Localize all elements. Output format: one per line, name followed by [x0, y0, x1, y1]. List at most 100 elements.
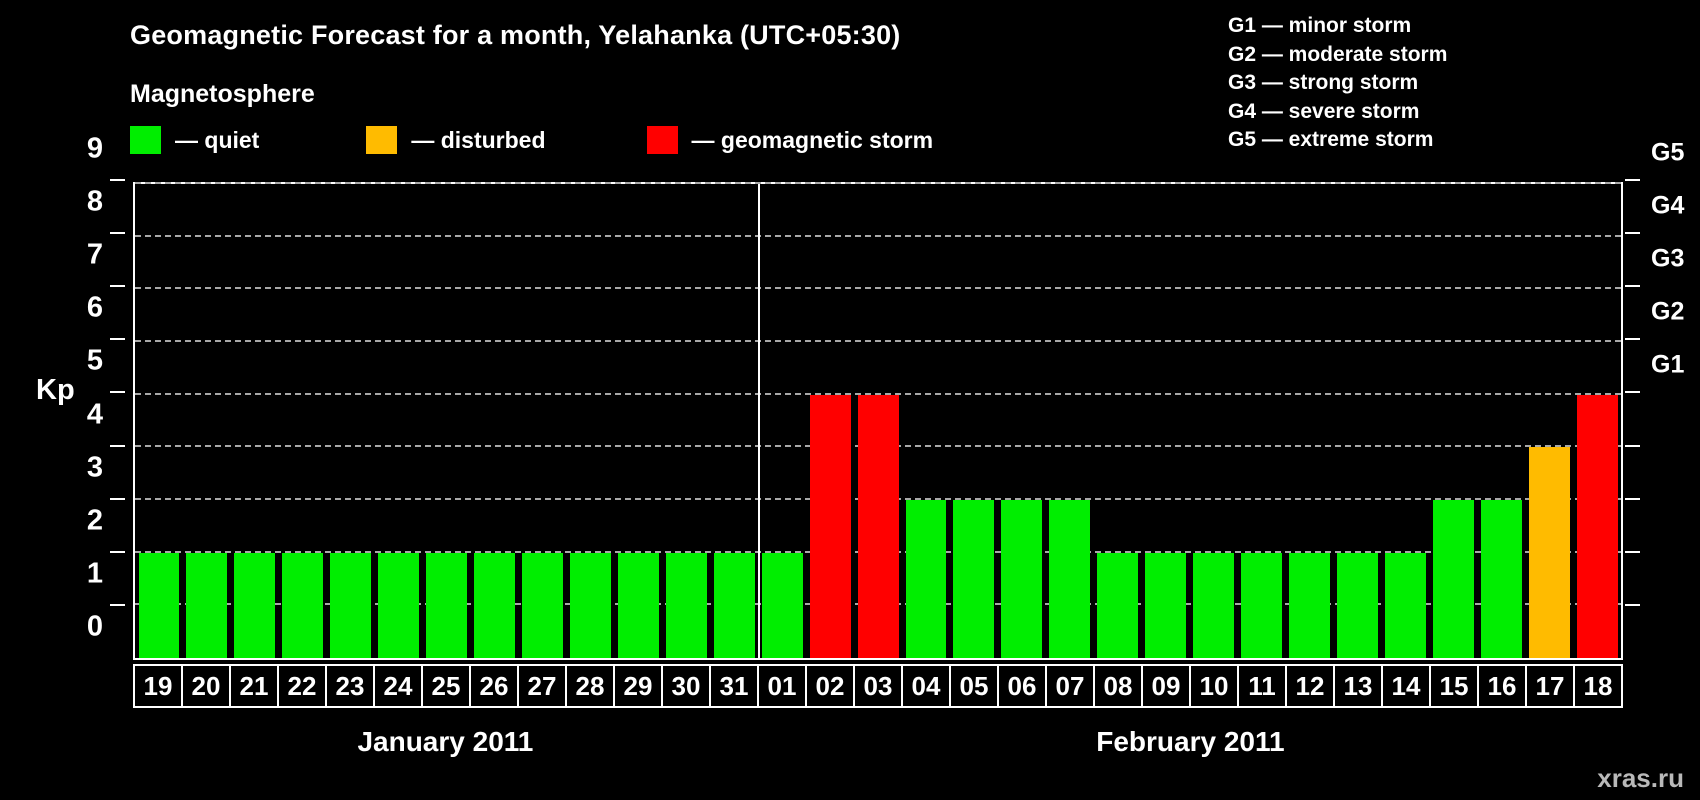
bar-08[interactable]	[1097, 552, 1139, 658]
day-label-23[interactable]: 23	[325, 664, 375, 708]
bar-cell-january-26[interactable]	[471, 184, 519, 658]
day-label-25[interactable]: 25	[421, 664, 471, 708]
bar-09[interactable]	[1145, 552, 1187, 658]
day-label-30[interactable]: 30	[661, 664, 711, 708]
bar-cell-february-17[interactable]	[1525, 184, 1573, 658]
bar-16[interactable]	[1480, 500, 1522, 658]
day-label-28[interactable]: 28	[565, 664, 615, 708]
bar-cell-february-07[interactable]	[1046, 184, 1094, 658]
day-label-14[interactable]: 14	[1381, 664, 1431, 708]
bar-14[interactable]	[1384, 552, 1426, 658]
day-label-02[interactable]: 02	[805, 664, 855, 708]
day-label-12[interactable]: 12	[1285, 664, 1335, 708]
bar-cell-february-03[interactable]	[854, 184, 902, 658]
day-label-09[interactable]: 09	[1141, 664, 1191, 708]
day-label-13[interactable]: 13	[1333, 664, 1383, 708]
bar-02[interactable]	[809, 394, 851, 658]
day-label-07[interactable]: 07	[1045, 664, 1095, 708]
day-label-31[interactable]: 31	[709, 664, 759, 708]
month-divider-line	[758, 184, 761, 658]
day-label-10[interactable]: 10	[1189, 664, 1239, 708]
bar-21[interactable]	[234, 552, 276, 658]
y-tick-mark-3	[110, 497, 125, 500]
day-label-05[interactable]: 05	[949, 664, 999, 708]
bar-28[interactable]	[569, 552, 611, 658]
watermark: xras.ru	[1597, 763, 1684, 793]
bar-30[interactable]	[665, 552, 707, 658]
bar-07[interactable]	[1049, 500, 1091, 658]
bar-19[interactable]	[138, 552, 180, 658]
bar-cell-february-15[interactable]	[1429, 184, 1477, 658]
bar-20[interactable]	[186, 552, 228, 658]
bar-cell-january-24[interactable]	[375, 184, 423, 658]
y-tick-mark-8	[110, 232, 125, 235]
bar-cell-february-04[interactable]	[902, 184, 950, 658]
bar-cell-january-25[interactable]	[423, 184, 471, 658]
bar-cell-january-30[interactable]	[662, 184, 710, 658]
bar-cell-january-31[interactable]	[710, 184, 758, 658]
bar-cell-february-05[interactable]	[950, 184, 998, 658]
bar-22[interactable]	[282, 552, 324, 658]
bar-cell-february-02[interactable]	[806, 184, 854, 658]
bar-17[interactable]	[1528, 447, 1570, 658]
bar-cell-february-06[interactable]	[998, 184, 1046, 658]
day-label-24[interactable]: 24	[373, 664, 423, 708]
bar-cell-february-10[interactable]	[1190, 184, 1238, 658]
bar-26[interactable]	[474, 552, 515, 658]
day-label-06[interactable]: 06	[997, 664, 1047, 708]
bar-cell-february-09[interactable]	[1142, 184, 1190, 658]
day-label-18[interactable]: 18	[1573, 664, 1623, 708]
bar-cell-february-14[interactable]	[1381, 184, 1429, 658]
bar-cell-january-28[interactable]	[566, 184, 614, 658]
day-label-16[interactable]: 16	[1477, 664, 1527, 708]
y-tick-label-5: 5	[86, 344, 103, 377]
bar-06[interactable]	[1001, 500, 1043, 658]
day-label-26[interactable]: 26	[469, 664, 519, 708]
day-label-01[interactable]: 01	[757, 664, 807, 708]
bar-13[interactable]	[1336, 552, 1378, 658]
bar-cell-january-20[interactable]	[183, 184, 231, 658]
bar-03[interactable]	[857, 394, 899, 658]
day-label-08[interactable]: 08	[1093, 664, 1143, 708]
bar-cell-february-11[interactable]	[1238, 184, 1286, 658]
bar-cell-january-29[interactable]	[614, 184, 662, 658]
gridline-kp-9	[135, 182, 1621, 184]
day-label-11[interactable]: 11	[1237, 664, 1287, 708]
bar-cell-february-16[interactable]	[1477, 184, 1525, 658]
bar-04[interactable]	[905, 500, 947, 658]
bar-05[interactable]	[953, 500, 995, 658]
day-label-15[interactable]: 15	[1429, 664, 1479, 708]
day-label-03[interactable]: 03	[853, 664, 903, 708]
bar-24[interactable]	[378, 552, 420, 658]
bar-29[interactable]	[617, 552, 659, 658]
g-axis-tick-1	[1625, 603, 1640, 606]
bar-cell-february-08[interactable]	[1094, 184, 1142, 658]
day-label-29[interactable]: 29	[613, 664, 663, 708]
bar-cell-february-12[interactable]	[1286, 184, 1334, 658]
bar-cell-february-13[interactable]	[1333, 184, 1381, 658]
bar-12[interactable]	[1289, 552, 1330, 658]
bar-10[interactable]	[1193, 552, 1235, 658]
bar-cell-february-18[interactable]	[1573, 184, 1621, 658]
bar-18[interactable]	[1576, 394, 1618, 658]
bar-15[interactable]	[1432, 500, 1474, 658]
bar-cell-february-01[interactable]	[758, 184, 806, 658]
bar-cell-january-22[interactable]	[279, 184, 327, 658]
bar-cell-january-21[interactable]	[231, 184, 279, 658]
day-label-21[interactable]: 21	[229, 664, 279, 708]
bar-31[interactable]	[713, 552, 755, 658]
day-label-27[interactable]: 27	[517, 664, 567, 708]
bar-01[interactable]	[761, 552, 803, 658]
bar-25[interactable]	[426, 552, 468, 658]
bar-cell-january-27[interactable]	[519, 184, 567, 658]
day-label-22[interactable]: 22	[277, 664, 327, 708]
day-label-20[interactable]: 20	[181, 664, 231, 708]
bar-cell-january-19[interactable]	[135, 184, 183, 658]
day-label-19[interactable]: 19	[133, 664, 183, 708]
day-label-17[interactable]: 17	[1525, 664, 1575, 708]
day-label-04[interactable]: 04	[901, 664, 951, 708]
bar-23[interactable]	[330, 552, 372, 658]
bar-27[interactable]	[522, 552, 563, 658]
bar-cell-january-23[interactable]	[327, 184, 375, 658]
bar-11[interactable]	[1241, 552, 1282, 658]
